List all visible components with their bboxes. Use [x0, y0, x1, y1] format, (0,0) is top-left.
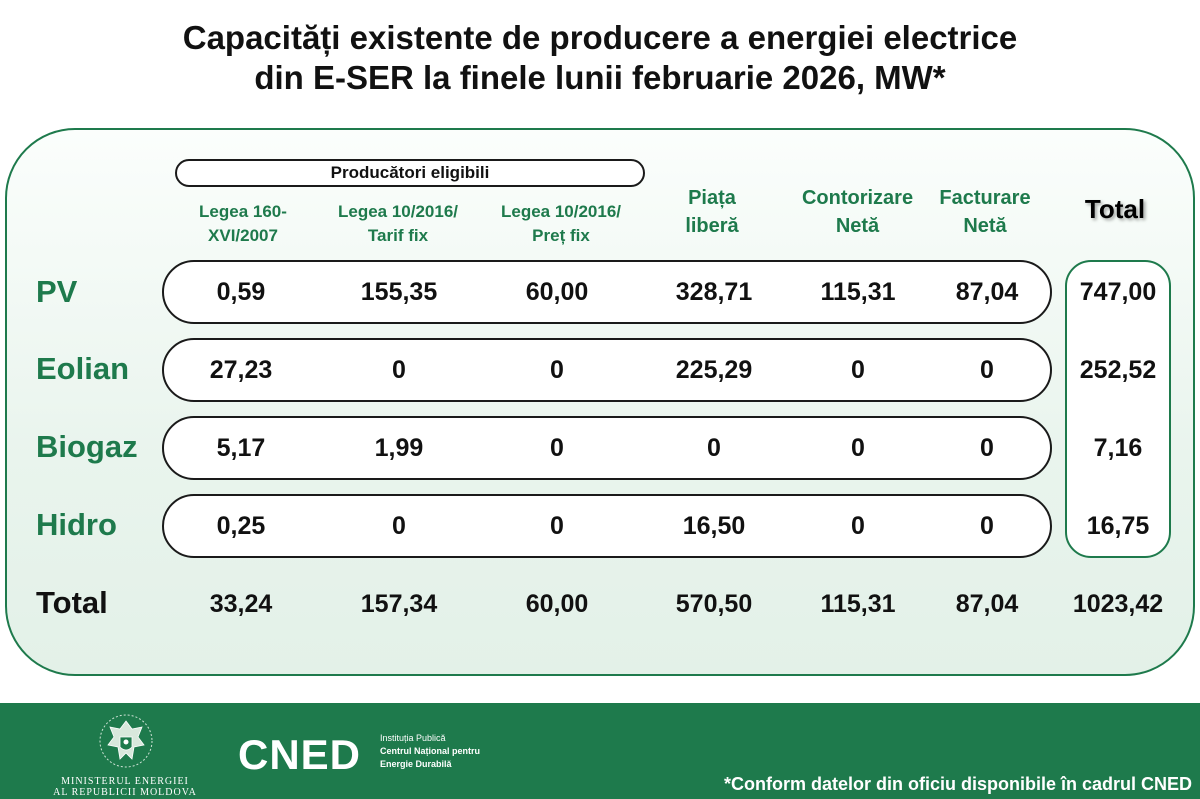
column-header-line: Tarif fix [367, 226, 429, 245]
total-cell: 570,50 [675, 590, 753, 618]
column-header-contorizare-neta: Contorizare Netă [775, 184, 940, 240]
row-total-cell: 747,00 [1079, 278, 1157, 306]
total-column-pill [1065, 260, 1171, 558]
table-cell: 0 [550, 434, 564, 462]
table-cell: 0 [550, 356, 564, 384]
column-header-line: Legea 10/2016/ [500, 202, 622, 221]
table-cell: 155,35 [360, 278, 438, 306]
column-header-line: Contorizare [801, 187, 914, 209]
total-cell: 115,31 [820, 590, 896, 618]
row-pill-pv [162, 260, 1052, 324]
ministry-line: MINISTERUL ENERGIEI [61, 776, 189, 787]
table-cell: 0 [392, 512, 406, 540]
total-cell: 33,24 [209, 590, 273, 618]
coat-of-arms-icon [99, 714, 153, 768]
group-header-producatori: Producători eligibili [175, 159, 645, 187]
column-header-line: Netă [963, 215, 1007, 237]
table-cell: 5,17 [216, 434, 266, 462]
table-cell: 0 [851, 356, 865, 384]
row-total-cell: 16,75 [1086, 512, 1150, 540]
row-total-cell: 252,52 [1079, 356, 1157, 384]
row-pill-biogaz [162, 416, 1052, 480]
column-header-line: XVI/2007 [208, 226, 278, 245]
grand-total-cell: 1023,42 [1072, 590, 1164, 618]
table-cell: 0 [980, 434, 994, 462]
table-panel [5, 128, 1195, 676]
row-label-pv: PV [36, 274, 78, 309]
row-label-biogaz: Biogaz [36, 429, 138, 464]
institution-line: Energie Durabilă [380, 759, 452, 769]
column-header-line: Netă [835, 215, 880, 237]
table-cell: 0 [980, 356, 994, 384]
ministry-line: AL REPUBLICII MOLDOVA [53, 787, 197, 798]
total-cell: 60,00 [525, 590, 589, 618]
table-cell: 1,99 [374, 434, 424, 462]
total-cell: 157,34 [360, 590, 438, 618]
ministry-name: MINISTERUL ENERGIEI AL REPUBLICII MOLDOV… [50, 776, 200, 798]
column-header-line: Legea 10/2016/ [337, 202, 459, 221]
cned-logo-text: CNED [238, 733, 361, 775]
column-header-line: Preț fix [532, 226, 590, 245]
table-cell: 328,71 [675, 278, 753, 306]
total-cell: 87,04 [955, 590, 1019, 618]
title-line-2: din E-SER la finele lunii februarie 2026… [254, 59, 946, 96]
cned-logo: CNED [238, 733, 361, 775]
table-cell: 0 [851, 434, 865, 462]
row-label-eolian: Eolian [36, 351, 130, 386]
table-cell: 0,59 [216, 278, 266, 306]
column-header-facturare-neta: Facturare Netă [915, 184, 1055, 240]
table-cell: 60,00 [525, 278, 589, 306]
row-total-cell: 7,16 [1093, 434, 1143, 462]
table-cell: 27,23 [209, 356, 273, 384]
table-cell: 0 [980, 512, 994, 540]
table-cell: 225,29 [675, 356, 753, 384]
column-header-legea-10-pret: Legea 10/2016/ Preț fix [481, 200, 641, 248]
table-cell: 87,04 [955, 278, 1019, 306]
column-header-total: Total [1084, 194, 1146, 224]
table-cell: 0 [392, 356, 406, 384]
table-cell: 115,31 [820, 278, 896, 306]
column-header-legea-10-tarif: Legea 10/2016/ Tarif fix [318, 200, 478, 248]
column-header-line: Legea 160- [199, 202, 287, 221]
institution-name: Instituția Publică Centrul Național pent… [380, 732, 480, 771]
column-header-line: liberă [685, 215, 739, 237]
row-pill-eolian [162, 338, 1052, 402]
footnote: *Conform datelor din oficiu disponibile … [723, 774, 1192, 794]
row-label-total: Total [36, 585, 108, 620]
row-pill-hidro [162, 494, 1052, 558]
footer-bar [0, 703, 1200, 799]
title-line-1: Capacități existente de producere a ener… [182, 19, 1018, 56]
table-cell: 0 [851, 512, 865, 540]
column-header-line: Facturare [939, 187, 1031, 209]
table-cell: 16,50 [682, 512, 746, 540]
table-cell: 0,25 [216, 512, 266, 540]
column-header-line: Piața [688, 187, 736, 209]
institution-line: Centrul Național pentru [380, 746, 481, 756]
row-label-hidro: Hidro [36, 507, 117, 542]
institution-line: Instituția Publică [380, 733, 446, 743]
page-title: Capacități existente de producere a ener… [0, 18, 1200, 98]
table-cell: 0 [707, 434, 721, 462]
table-cell: 0 [550, 512, 564, 540]
column-header-legea-160: Legea 160- XVI/2007 [168, 200, 318, 248]
column-header-piata-libera: Piața liberă [652, 184, 772, 240]
